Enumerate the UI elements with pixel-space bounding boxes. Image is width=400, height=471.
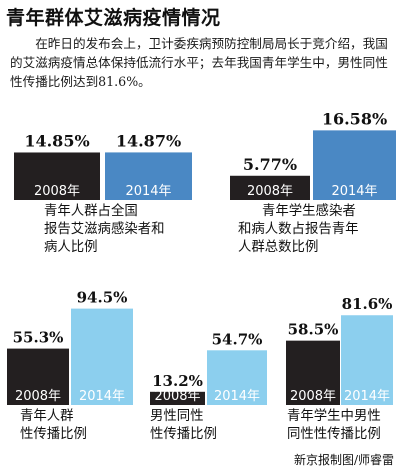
bar-2014 [71,308,133,405]
caption-line: 青年学生感染者 [262,204,356,219]
year-label: 2008年 [154,389,200,404]
year-label: 2014年 [79,389,125,404]
value-label: 58.5% [288,321,339,339]
caption-chart-4: 男性同性 性传播比例 [150,408,217,444]
value-label: 5.77% [243,155,297,174]
year-label: 2008年 [290,389,336,404]
bar-2008 [286,340,340,405]
value-label: 81.6% [342,295,393,313]
year-label: 2008年 [34,184,80,199]
source-credit: 新京报制图/师睿雷 [293,453,394,467]
bar-2008 [150,391,205,405]
year-label: 2014年 [214,389,260,404]
caption-line: 青年学生中男性 [287,409,381,424]
caption-line: 报告艾滋病感染者和 [44,222,165,237]
value-label: 94.5% [77,289,128,307]
value-label: 54.7% [212,330,263,348]
bar-2014 [105,152,192,200]
bar-2014 [341,315,393,405]
year-label: 2008年 [15,389,61,404]
value-label: 14.85% [24,131,89,150]
caption-line: 病人比例 [44,240,98,255]
caption-line: 青年人群 [20,409,74,424]
bar-2008 [230,175,310,200]
caption-line: 男性同性 [150,409,204,424]
year-label: 2014年 [331,184,377,199]
caption-chart-5: 青年学生中男性 同性性传播比例 [287,408,381,444]
value-label: 16.58% [322,109,387,128]
year-label: 2014年 [125,184,171,199]
caption-line: 青年人群占全国 [44,204,138,219]
value-label: 14.87% [116,131,181,150]
bar-2008 [7,348,69,405]
caption-line: 和病人数占报告青年 [238,222,359,237]
chart-title: 青年群体艾滋病疫情情况 [6,7,221,29]
caption-line: 同性性传播比例 [287,427,381,442]
value-label: 55.3% [13,329,64,347]
year-label: 2014年 [344,389,390,404]
caption-line: 性传播比例 [150,427,217,442]
bar-2014 [313,130,396,200]
caption-line: 性传播比例 [20,427,87,442]
caption-line: 人群总数比例 [238,240,319,255]
bar-2008 [14,152,100,200]
bar-2014 [207,350,267,405]
value-label: 13.2% [152,372,203,390]
caption-chart-3: 青年人群 性传播比例 [20,408,87,444]
caption-chart-2: 青年学生感染者 和病人数占报告青年 人群总数比例 [238,203,359,257]
intro-paragraph: 在昨日的发布会上，卫计委疾病预防控制局局长于竞介绍，我国的艾滋病疫情总体保持低流… [10,36,388,89]
caption-chart-1: 青年人群占全国 报告艾滋病感染者和 病人比例 [44,203,165,257]
year-label: 2008年 [247,184,293,199]
